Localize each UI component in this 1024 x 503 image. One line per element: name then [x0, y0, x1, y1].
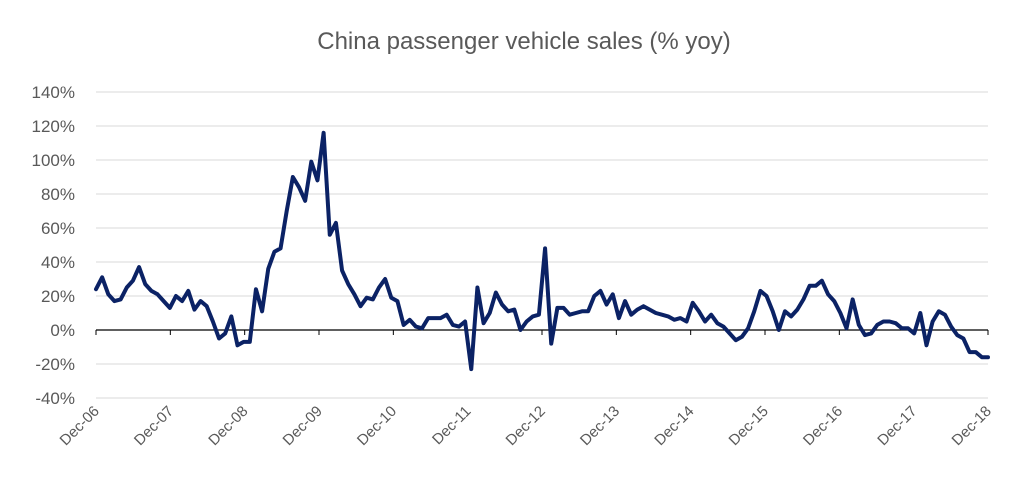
x-tick-label: Dec-12 — [503, 403, 549, 449]
chart-title: China passenger vehicle sales (% yoy) — [317, 28, 731, 55]
x-tick-label: Dec-11 — [429, 403, 474, 448]
y-tick-label: 100% — [32, 151, 75, 170]
x-tick-label: Dec-17 — [874, 403, 920, 449]
x-tick-label: Dec-07 — [131, 403, 177, 449]
x-tick-label: Dec-09 — [280, 403, 326, 449]
x-tick-label: Dec-15 — [726, 403, 772, 449]
x-tick-label: Dec-16 — [800, 403, 846, 449]
x-tick-label: Dec-13 — [577, 403, 623, 449]
y-tick-label: 0% — [50, 321, 75, 340]
y-tick-label: -40% — [35, 389, 75, 408]
y-tick-label: 60% — [41, 219, 75, 238]
y-tick-label: 120% — [32, 117, 75, 136]
y-tick-label: 40% — [41, 253, 75, 272]
x-tick-label: Dec-18 — [949, 403, 995, 449]
x-axis-ticks: Dec-06 Dec-07 Dec-08 Dec-09 Dec-10 Dec-11 Dec-… — [57, 330, 995, 449]
x-tick-label: Dec-06 — [57, 403, 103, 449]
y-tick-label: 80% — [41, 185, 75, 204]
x-tick-label: Dec-10 — [354, 403, 400, 449]
gridlines — [96, 91, 988, 399]
y-tick-label: 20% — [41, 287, 75, 306]
y-axis-ticks: 140% 120% 100% 80% 60% 40% 20% 0% -20% -40% — [32, 83, 75, 408]
y-tick-label: 140% — [32, 83, 75, 102]
x-tick-label: Dec-14 — [651, 403, 697, 449]
series-line-sales-yoy — [94, 130, 990, 372]
x-tick-label: Dec-08 — [205, 403, 251, 449]
y-tick-label: -20% — [35, 355, 75, 374]
